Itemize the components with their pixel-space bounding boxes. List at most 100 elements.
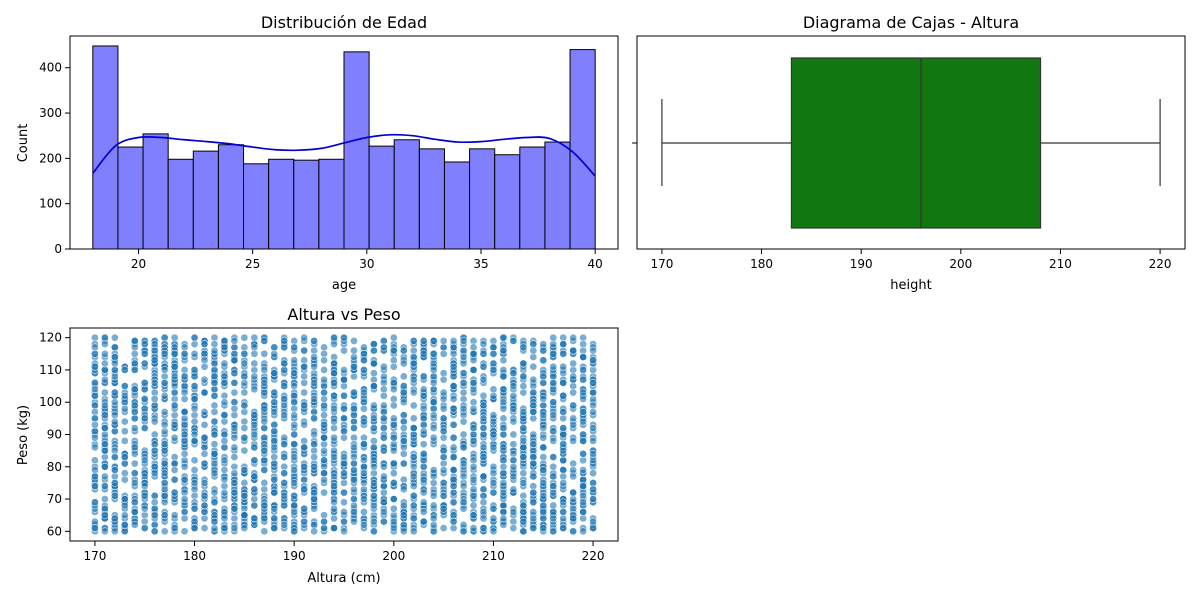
- scatter-point: [120, 475, 129, 484]
- scatter-point: [130, 337, 139, 345]
- scatter-point: [180, 475, 189, 484]
- scatter-point: [499, 414, 508, 423]
- scatter-point: [200, 479, 209, 487]
- scatter-point: [240, 424, 249, 432]
- scatter-point: [270, 475, 279, 484]
- scatter-point: [140, 340, 149, 348]
- histogram-x-tick-label: 20: [131, 257, 146, 271]
- scatter-point: [140, 524, 149, 532]
- scatter-point: [110, 527, 119, 536]
- scatter-point: [579, 346, 587, 355]
- scatter-point: [449, 337, 458, 345]
- scatter-point: [489, 430, 498, 439]
- scatter-point: [130, 414, 139, 423]
- scatter-point: [409, 414, 418, 423]
- histogram-x-label: age: [332, 278, 356, 293]
- boxplot-x-tick-label: 210: [1049, 257, 1072, 271]
- scatter-point: [419, 337, 428, 345]
- scatter-point: [240, 446, 249, 455]
- scatter-point: [529, 472, 538, 481]
- scatter-point: [589, 401, 597, 410]
- scatter-point: [150, 521, 159, 529]
- scatter-point: [499, 346, 508, 355]
- scatter-point: [589, 485, 597, 494]
- scatter-point: [200, 356, 209, 365]
- scatter-point: [220, 443, 229, 452]
- scatter-point: [170, 466, 179, 474]
- scatter-point: [389, 504, 398, 513]
- scatter-point: [439, 504, 448, 513]
- scatter-point: [380, 488, 388, 497]
- scatter-point: [559, 414, 568, 423]
- scatter-point: [370, 346, 378, 355]
- scatter-point: [220, 337, 229, 345]
- scatter-point: [389, 469, 398, 478]
- scatter-point: [399, 437, 408, 445]
- scatter-point: [340, 488, 348, 497]
- scatter-point: [429, 385, 438, 394]
- scatter-point: [549, 340, 558, 348]
- scatter-point: [350, 517, 358, 526]
- scatter-point: [220, 398, 229, 407]
- scatter-point: [110, 479, 119, 487]
- scatter-point: [589, 479, 597, 487]
- scatter-point: [320, 456, 328, 465]
- scatter-point: [370, 462, 378, 471]
- scatter-point: [130, 424, 139, 432]
- scatter-point: [290, 369, 299, 378]
- scatter-point: [549, 385, 558, 394]
- scatter-point: [579, 395, 587, 403]
- scatter-point: [479, 349, 488, 358]
- scatter-point: [300, 517, 308, 526]
- scatter-point: [200, 459, 209, 468]
- scatter-point: [519, 508, 528, 516]
- boxplot-x-tick-label: 220: [1149, 257, 1172, 271]
- scatter-point: [360, 356, 368, 365]
- scatter-point: [240, 479, 249, 487]
- scatter-point: [91, 333, 99, 342]
- scatter-point: [569, 488, 578, 497]
- scatter-point: [240, 359, 249, 368]
- scatter-point: [579, 375, 587, 384]
- scatter-point: [220, 379, 229, 387]
- scatter-point: [399, 501, 408, 510]
- scatter-point: [290, 337, 299, 345]
- scatter-point: [210, 408, 219, 416]
- scatter-point: [170, 388, 179, 397]
- scatter-point: [499, 456, 508, 465]
- boxplot-x-tick-label: 170: [650, 257, 673, 271]
- scatter-point: [509, 404, 518, 413]
- scatter-point: [210, 346, 219, 355]
- scatter-point: [160, 427, 169, 436]
- scatter-point: [200, 388, 209, 397]
- scatter-point: [389, 414, 398, 423]
- scatter-point: [330, 353, 338, 361]
- scatter-point: [419, 427, 428, 436]
- scatter-point: [170, 459, 179, 468]
- scatter-point: [549, 398, 558, 407]
- scatter-point: [210, 366, 219, 374]
- scatter-point: [399, 527, 408, 536]
- scatter-point: [360, 417, 368, 426]
- scatter-point: [160, 479, 169, 487]
- scatter-point: [320, 446, 328, 455]
- scatter-point: [429, 514, 438, 523]
- scatter-point: [160, 527, 169, 536]
- scatter-point: [290, 491, 299, 500]
- scatter-point: [489, 469, 498, 478]
- scatter-point: [300, 504, 308, 513]
- scatter-point: [280, 395, 289, 403]
- scatter-point: [170, 411, 179, 419]
- scatter-point: [190, 517, 199, 526]
- scatter-point: [479, 472, 488, 481]
- scatter-point: [160, 366, 169, 374]
- scatter-point: [429, 501, 438, 510]
- scatter-point: [190, 430, 199, 439]
- scatter-point: [270, 459, 279, 468]
- scatter-point: [230, 388, 239, 397]
- scatter-point: [559, 508, 568, 516]
- scatter-point: [409, 359, 418, 368]
- scatter-point: [529, 514, 538, 523]
- scatter-point: [340, 375, 348, 384]
- scatter-point: [429, 466, 438, 474]
